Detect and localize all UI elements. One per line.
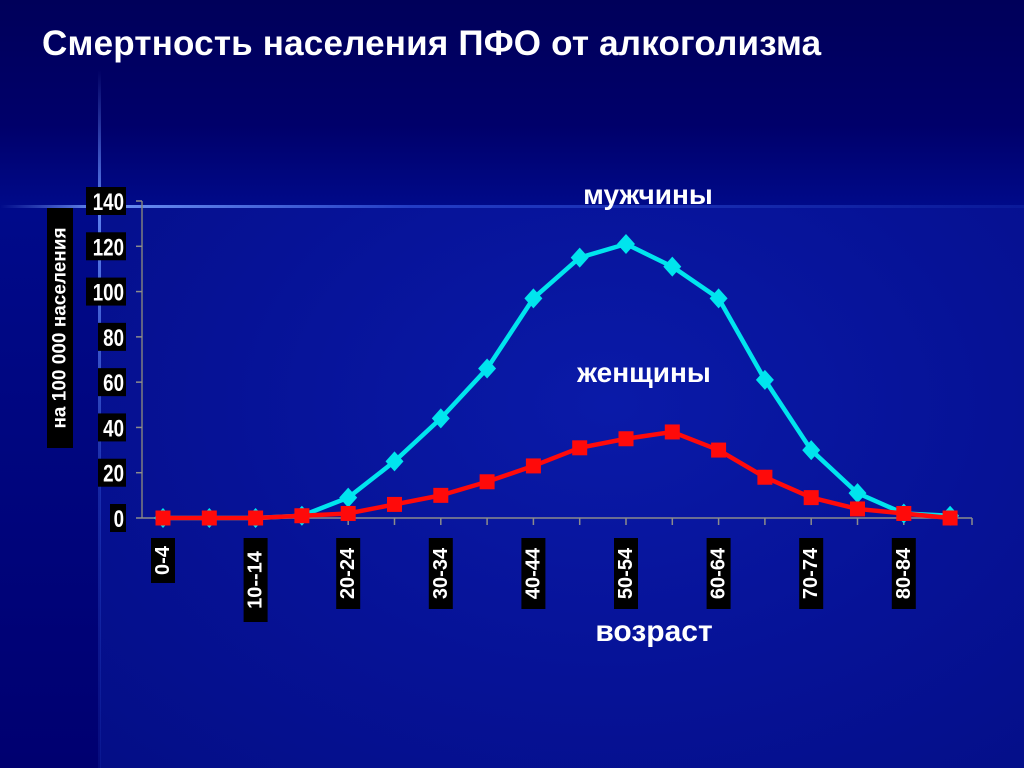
x-tick-label-background: [614, 538, 638, 609]
y-tick-label: 80: [103, 325, 124, 352]
x-tick-label: 50-54: [615, 547, 637, 599]
data-point-women: [387, 496, 402, 512]
data-point-women: [618, 431, 634, 447]
data-point-men: [570, 247, 589, 268]
x-tick-label: 0-4: [152, 545, 174, 575]
data-point-men: [385, 451, 404, 472]
data-point-men: [663, 256, 682, 277]
y-tick-label-background: [98, 413, 126, 442]
series-men: [154, 234, 960, 528]
y-tick-label: 60: [103, 370, 124, 397]
data-point-women: [664, 424, 680, 440]
x-tick-label-background: [706, 538, 731, 609]
slide-title: Смертность населения ПФО от алкоголизма: [42, 24, 822, 63]
y-tick-label: 0: [114, 506, 124, 533]
data-point-men: [339, 487, 358, 508]
data-point-men: [524, 288, 543, 309]
data-point-men: [802, 440, 821, 461]
series-label-men: мужчины: [583, 179, 713, 210]
data-point-women: [525, 458, 541, 474]
chart-background-panel: [100, 208, 1024, 768]
decorative-horizontal-line: [0, 205, 1024, 208]
x-tick-label: 10--14: [245, 550, 267, 609]
data-point-men: [478, 358, 497, 379]
y-tick-label: 120: [93, 234, 124, 261]
series-women: [155, 424, 958, 526]
y-tick-label-background: [86, 277, 126, 306]
data-point-women: [248, 510, 264, 526]
data-point-women: [479, 474, 495, 490]
data-point-women: [757, 469, 773, 485]
data-point-women: [201, 510, 217, 526]
y-axis-title: на 100 000 населения: [50, 227, 71, 428]
data-point-men: [848, 483, 867, 504]
x-tick-label: 80-84: [893, 547, 915, 599]
x-tick-label: 70-74: [800, 547, 822, 599]
data-point-men: [431, 408, 450, 429]
series-line-women: [163, 429, 951, 521]
data-point-women: [942, 510, 958, 526]
x-tick-label-background: [336, 538, 361, 609]
x-tick-label-background: [243, 538, 268, 622]
x-tick-label-background: [891, 538, 916, 609]
x-tick-label: 40-44: [522, 547, 544, 599]
y-tick-label: 140: [93, 189, 124, 216]
x-tick-label-background: [151, 538, 175, 583]
data-point-women: [803, 490, 819, 506]
x-tick-label: 60-64: [708, 547, 730, 599]
x-tick-label: 30-34: [430, 547, 452, 599]
y-axis-title-background: [47, 208, 73, 448]
series-label-women: женщины: [576, 357, 711, 388]
data-point-women: [711, 442, 727, 458]
y-tick-label-background: [98, 458, 126, 487]
data-point-women: [850, 501, 865, 517]
y-tick-label-background: [86, 232, 126, 261]
y-tick-label: 100: [93, 279, 124, 306]
data-point-men: [709, 288, 728, 309]
slide-background-top: [0, 0, 1024, 208]
data-point-men: [617, 234, 635, 255]
y-tick-label-background: [110, 504, 126, 532]
data-point-women: [155, 510, 171, 526]
data-point-women: [572, 440, 588, 456]
data-point-women: [433, 487, 449, 503]
data-point-men: [755, 369, 774, 390]
x-tick-label-background: [799, 538, 824, 609]
x-tick-label-background: [521, 538, 546, 609]
y-tick-label-background: [98, 368, 126, 397]
y-tick-label-background: [98, 322, 126, 351]
x-axis-title: возраст: [595, 615, 712, 648]
data-point-women: [294, 508, 310, 524]
x-tick-label: 20-24: [337, 547, 359, 599]
y-tick-label-background: [86, 187, 126, 215]
data-point-women: [896, 505, 912, 521]
x-tick-label-background: [428, 538, 453, 609]
y-tick-label: 20: [103, 461, 124, 488]
y-tick-label: 40: [103, 415, 124, 442]
series-line-men: [163, 241, 951, 521]
data-point-women: [340, 505, 356, 521]
